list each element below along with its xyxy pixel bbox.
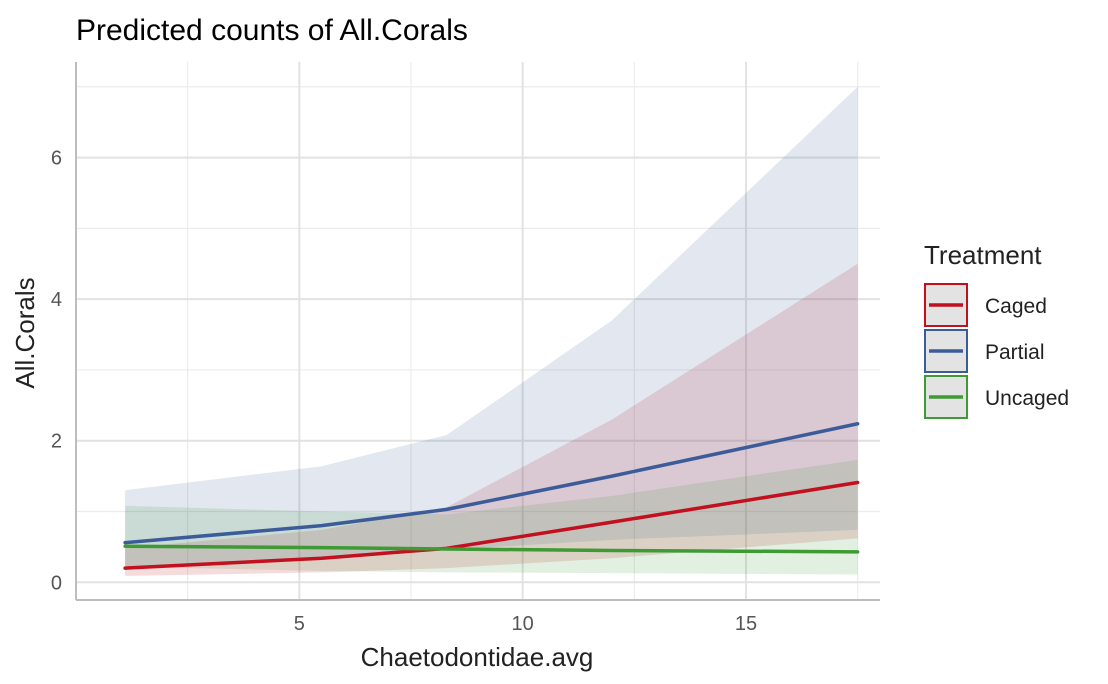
legend-label: Uncaged: [985, 387, 1069, 410]
y-tick-label: 2: [51, 431, 62, 453]
line-uncaged: [123, 544, 860, 554]
chart-title: Predicted counts of All.Corals: [76, 14, 468, 47]
axes: [75, 62, 880, 601]
x-axis-title: Chaetodontidae.avg: [361, 642, 594, 672]
y-axis-title: All.Corals: [10, 277, 40, 388]
x-tick-label: 15: [735, 613, 757, 635]
legend-item-uncaged: Uncaged: [924, 375, 1069, 419]
legend-title: Treatment: [924, 240, 1042, 270]
series-lines: [123, 421, 860, 570]
band-partial: [125, 86, 858, 567]
x-tick-label: 5: [294, 613, 305, 635]
y-tick-label: 4: [51, 289, 62, 311]
grid: [76, 62, 880, 600]
x-tick-label: 10: [512, 613, 534, 635]
legend: Treatment Caged Partial Uncaged: [924, 240, 1069, 419]
confidence-bands: [125, 86, 858, 576]
y-tick-label: 0: [51, 572, 62, 594]
line-partial: [123, 421, 860, 545]
y-tick-label: 6: [51, 148, 62, 170]
band-caged: [125, 263, 858, 576]
legend-label: Caged: [985, 295, 1047, 318]
legend-label: Partial: [985, 341, 1045, 364]
tick-labels: 5 10 15 0 2 4 6: [51, 148, 757, 635]
legend-item-caged: Caged: [924, 283, 1047, 327]
legend-item-partial: Partial: [924, 329, 1045, 373]
